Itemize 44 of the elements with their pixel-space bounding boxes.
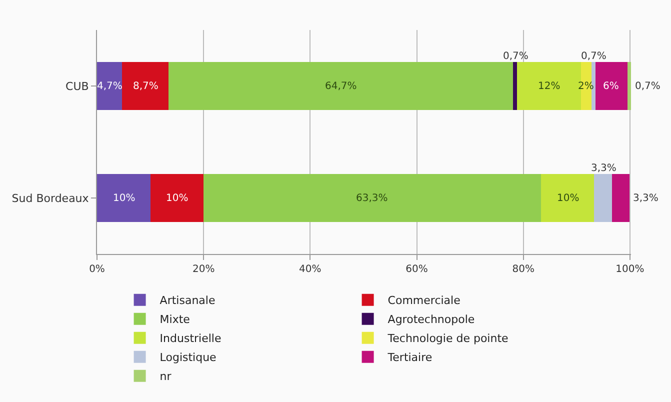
legend-label: Tertiaire (386, 351, 432, 364)
bar (122, 62, 168, 110)
y-tick-label: Sud Bordeaux (12, 192, 90, 205)
data-label: 64,7% (325, 81, 357, 92)
x-tick-label: 20% (192, 264, 215, 275)
legend-label: Technologie de pointe (386, 332, 509, 346)
bar (612, 174, 630, 222)
bar (627, 62, 631, 110)
bar (594, 174, 612, 222)
data-label: 3,3% (591, 163, 616, 174)
legend-label: Artisanale (160, 294, 216, 308)
bar (540, 174, 594, 222)
x-tick-label: 0% (89, 264, 105, 275)
data-label: 8,7% (133, 81, 158, 92)
legend-label: Commerciale (388, 294, 461, 308)
bar (595, 62, 628, 110)
bar (97, 62, 122, 110)
legend-label: Agrotechnopole (388, 313, 475, 326)
y-tick-label: CUB (66, 80, 89, 93)
data-label: 0,7% (503, 51, 528, 62)
data-label: 0,7% (635, 81, 660, 92)
bar (168, 62, 514, 110)
x-tick-label: 60% (406, 264, 428, 275)
data-label: 12% (538, 81, 560, 92)
legend-label: nr (160, 370, 172, 384)
bar (97, 174, 150, 222)
data-label: 63,3% (356, 193, 388, 204)
data-label: 4,7% (97, 81, 122, 92)
bar (513, 62, 517, 110)
x-tick-label: 100% (616, 264, 644, 275)
data-label: 3,3% (633, 193, 658, 204)
data-label: 6% (603, 81, 619, 92)
bar (204, 174, 541, 222)
bar (592, 62, 596, 110)
bar (150, 174, 204, 222)
data-label: 10% (166, 193, 188, 204)
data-label: 10% (113, 193, 136, 204)
legend-label: Industrielle (160, 332, 222, 346)
legend-label: Logistique (160, 351, 217, 364)
data-label: 0,7% (581, 51, 606, 62)
data-label: 10% (557, 193, 580, 204)
legend-label: Mixte (160, 313, 190, 326)
x-tick-label: 40% (299, 264, 322, 275)
x-tick-label: 80% (512, 264, 534, 275)
